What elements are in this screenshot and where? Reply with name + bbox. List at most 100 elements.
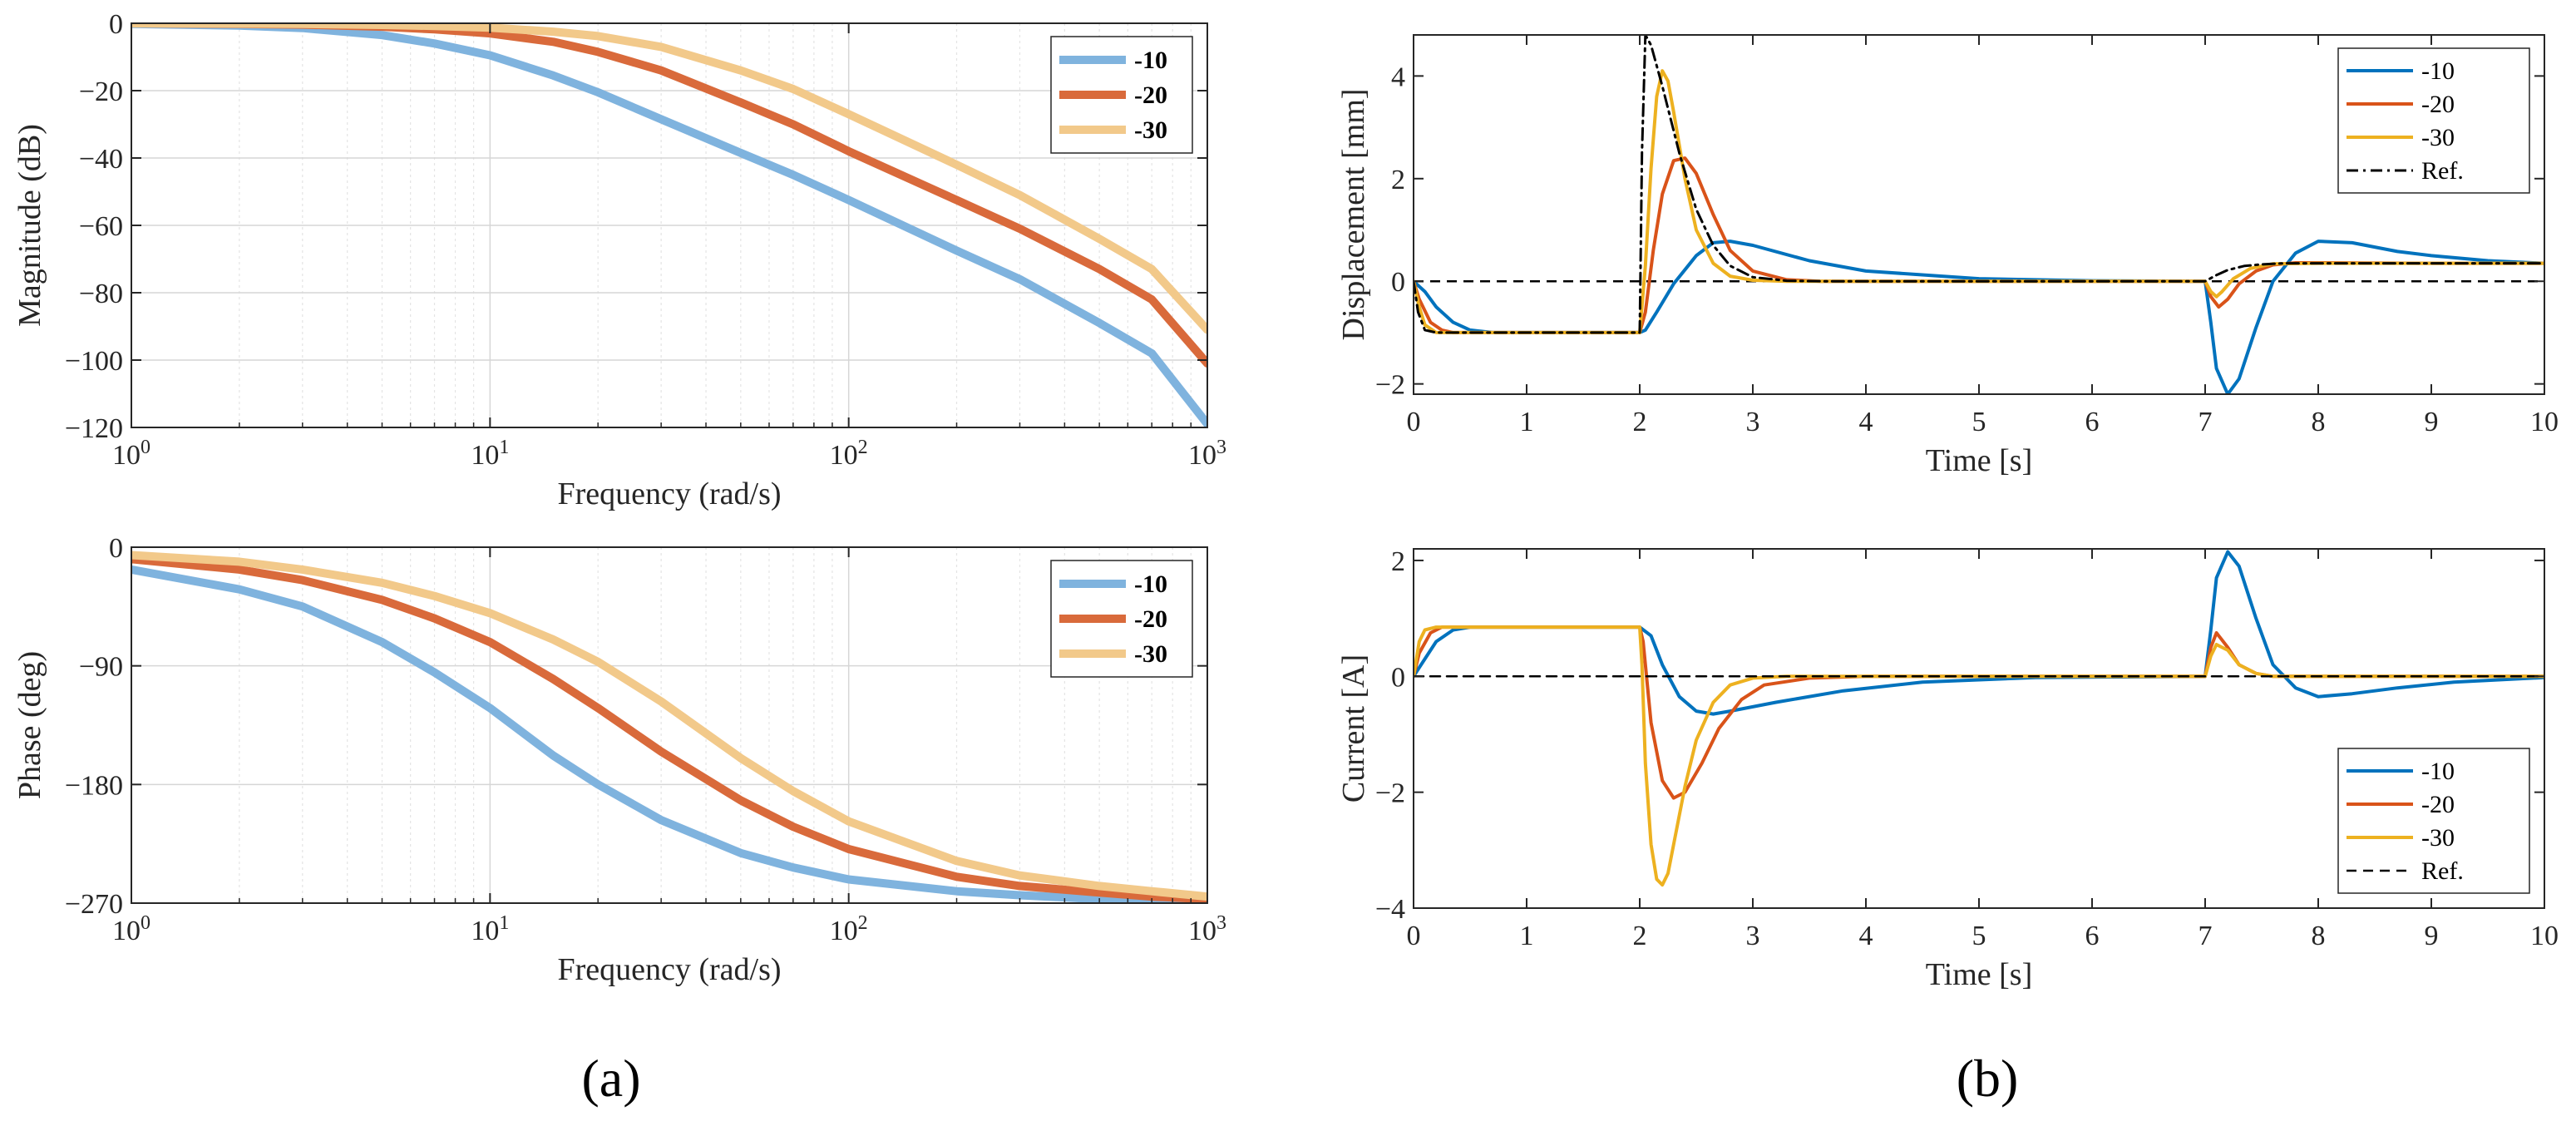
series-line-3 [1414, 35, 2544, 334]
x-axis-label: Time [s] [1926, 443, 2032, 478]
x-tick-label: 4 [1859, 407, 1873, 437]
series-line-1 [131, 555, 1207, 903]
panel-label-b: (b) [1957, 1049, 2019, 1108]
legend-label: -30 [1134, 640, 1167, 668]
x-tick-label: 8 [2312, 921, 2326, 951]
x-tick-exponent: 0 [141, 912, 151, 934]
x-tick-label: 5 [1972, 407, 1986, 437]
y-axis-label: Displacement [mm] [1336, 89, 1371, 341]
x-tick-label: 10 [2530, 407, 2559, 437]
x-tick-label: 102 [830, 437, 868, 471]
legend-label: -10 [2421, 758, 2455, 785]
x-tick-label: 3 [1746, 921, 1760, 951]
legend: -10 -20 -30 [1050, 36, 1193, 154]
legend-label: Ref. [2421, 157, 2464, 185]
x-tick-label: 103 [1188, 912, 1226, 946]
x-tick-label: 6 [2085, 407, 2100, 437]
x-tick-label: 3 [1746, 407, 1760, 437]
y-tick-label: −4 [1375, 894, 1405, 925]
legend-label: -20 [2421, 91, 2455, 118]
legend-label: -10 [1134, 47, 1167, 74]
current-chart: 0 1 2 3 4 5 6 7 8 9 10 −4 −2 0 2 Time [s] Current [A] -10… [1336, 546, 2559, 992]
legend-label: -30 [1134, 116, 1167, 144]
x-tick-label: 103 [1188, 437, 1226, 471]
x-tick-exponent: 3 [1216, 912, 1226, 934]
x-tick-exponent: 1 [499, 912, 509, 934]
legend-label: -30 [2421, 124, 2455, 151]
x-tick-label: 2 [1633, 921, 1647, 951]
y-axis-label: Magnitude (dB) [12, 124, 47, 327]
y-tick-label: −90 [79, 652, 123, 683]
y-tick-label: 0 [1391, 267, 1405, 298]
x-tick-label: 1 [1520, 407, 1534, 437]
x-axis-label: Frequency (rad/s) [557, 952, 781, 987]
x-tick-label: 4 [1859, 921, 1873, 951]
x-tick-exponent: 1 [499, 437, 509, 458]
series-line-0 [131, 23, 1207, 427]
x-tick-label: 0 [1407, 407, 1421, 437]
legend: -10 -20 -30 Ref. [2337, 748, 2530, 894]
legend-label: -10 [1134, 570, 1167, 598]
bode-magnitude-chart: 100 101 102 1030−20−40−60−80−100−120Frequen… [12, 9, 1226, 511]
x-tick-exponent: 2 [858, 912, 868, 934]
y-tick-label: −60 [79, 211, 123, 242]
y-axis-label: Current [A] [1336, 654, 1371, 803]
series-line-2 [131, 551, 1207, 901]
x-tick-label: 5 [1972, 921, 1986, 951]
x-tick-label: 0 [1407, 921, 1421, 951]
x-axis-label: Time [s] [1926, 957, 2032, 992]
x-tick-exponent: 3 [1216, 437, 1226, 458]
x-tick-label: 9 [2425, 921, 2439, 951]
legend: -10 -20 -30 [1050, 560, 1193, 678]
x-tick-label: 10 [2530, 921, 2559, 951]
legend-label: -20 [1134, 605, 1167, 633]
y-tick-label: 4 [1391, 62, 1405, 92]
y-tick-label: 0 [109, 9, 123, 40]
x-tick-label: 7 [2198, 921, 2213, 951]
y-tick-label: −100 [65, 346, 123, 377]
x-tick-label: 101 [471, 912, 509, 946]
series-group [1414, 550, 2544, 887]
x-tick-label: 101 [471, 437, 509, 471]
x-tick-label: 7 [2198, 407, 2213, 437]
legend: -10 -20 -30 Ref. [2337, 47, 2530, 194]
series-line-0 [131, 565, 1207, 903]
y-tick-label: −180 [65, 770, 123, 801]
x-tick-label: 8 [2312, 407, 2326, 437]
y-tick-label: −2 [1375, 370, 1405, 401]
panel-label-a: (a) [581, 1049, 640, 1108]
y-tick-label: −2 [1375, 778, 1405, 809]
legend-label: Ref. [2421, 857, 2464, 885]
y-tick-label: 2 [1391, 546, 1405, 577]
series-group [131, 551, 1207, 903]
x-tick-label: 9 [2425, 407, 2439, 437]
series-line-2 [1414, 625, 2544, 887]
y-tick-label: −120 [65, 413, 123, 444]
y-tick-label: −20 [79, 77, 123, 107]
x-tick-exponent: 0 [141, 437, 151, 458]
legend-label: -10 [2421, 57, 2455, 85]
axes-box [131, 546, 1208, 904]
y-tick-label: −270 [65, 889, 123, 920]
legend-label: -20 [2421, 791, 2455, 818]
x-tick-label: 6 [2085, 921, 2100, 951]
x-axis-label: Frequency (rad/s) [557, 477, 781, 511]
x-tick-label: 102 [830, 912, 868, 946]
x-tick-exponent: 2 [858, 437, 868, 458]
y-axis-label: Phase (deg) [12, 651, 47, 799]
y-tick-label: 0 [1391, 662, 1405, 693]
x-tick-label: 1 [1520, 921, 1534, 951]
series-group [131, 23, 1207, 427]
y-tick-label: −80 [79, 279, 123, 309]
series-line-2 [131, 23, 1207, 334]
legend-label: -30 [2421, 824, 2455, 852]
y-tick-label: 2 [1391, 165, 1405, 195]
x-tick-label: 2 [1633, 407, 1647, 437]
y-tick-label: −40 [79, 144, 123, 175]
y-tick-label: 0 [109, 533, 123, 564]
legend-label: -20 [1134, 81, 1167, 109]
series-group [1414, 35, 2544, 394]
